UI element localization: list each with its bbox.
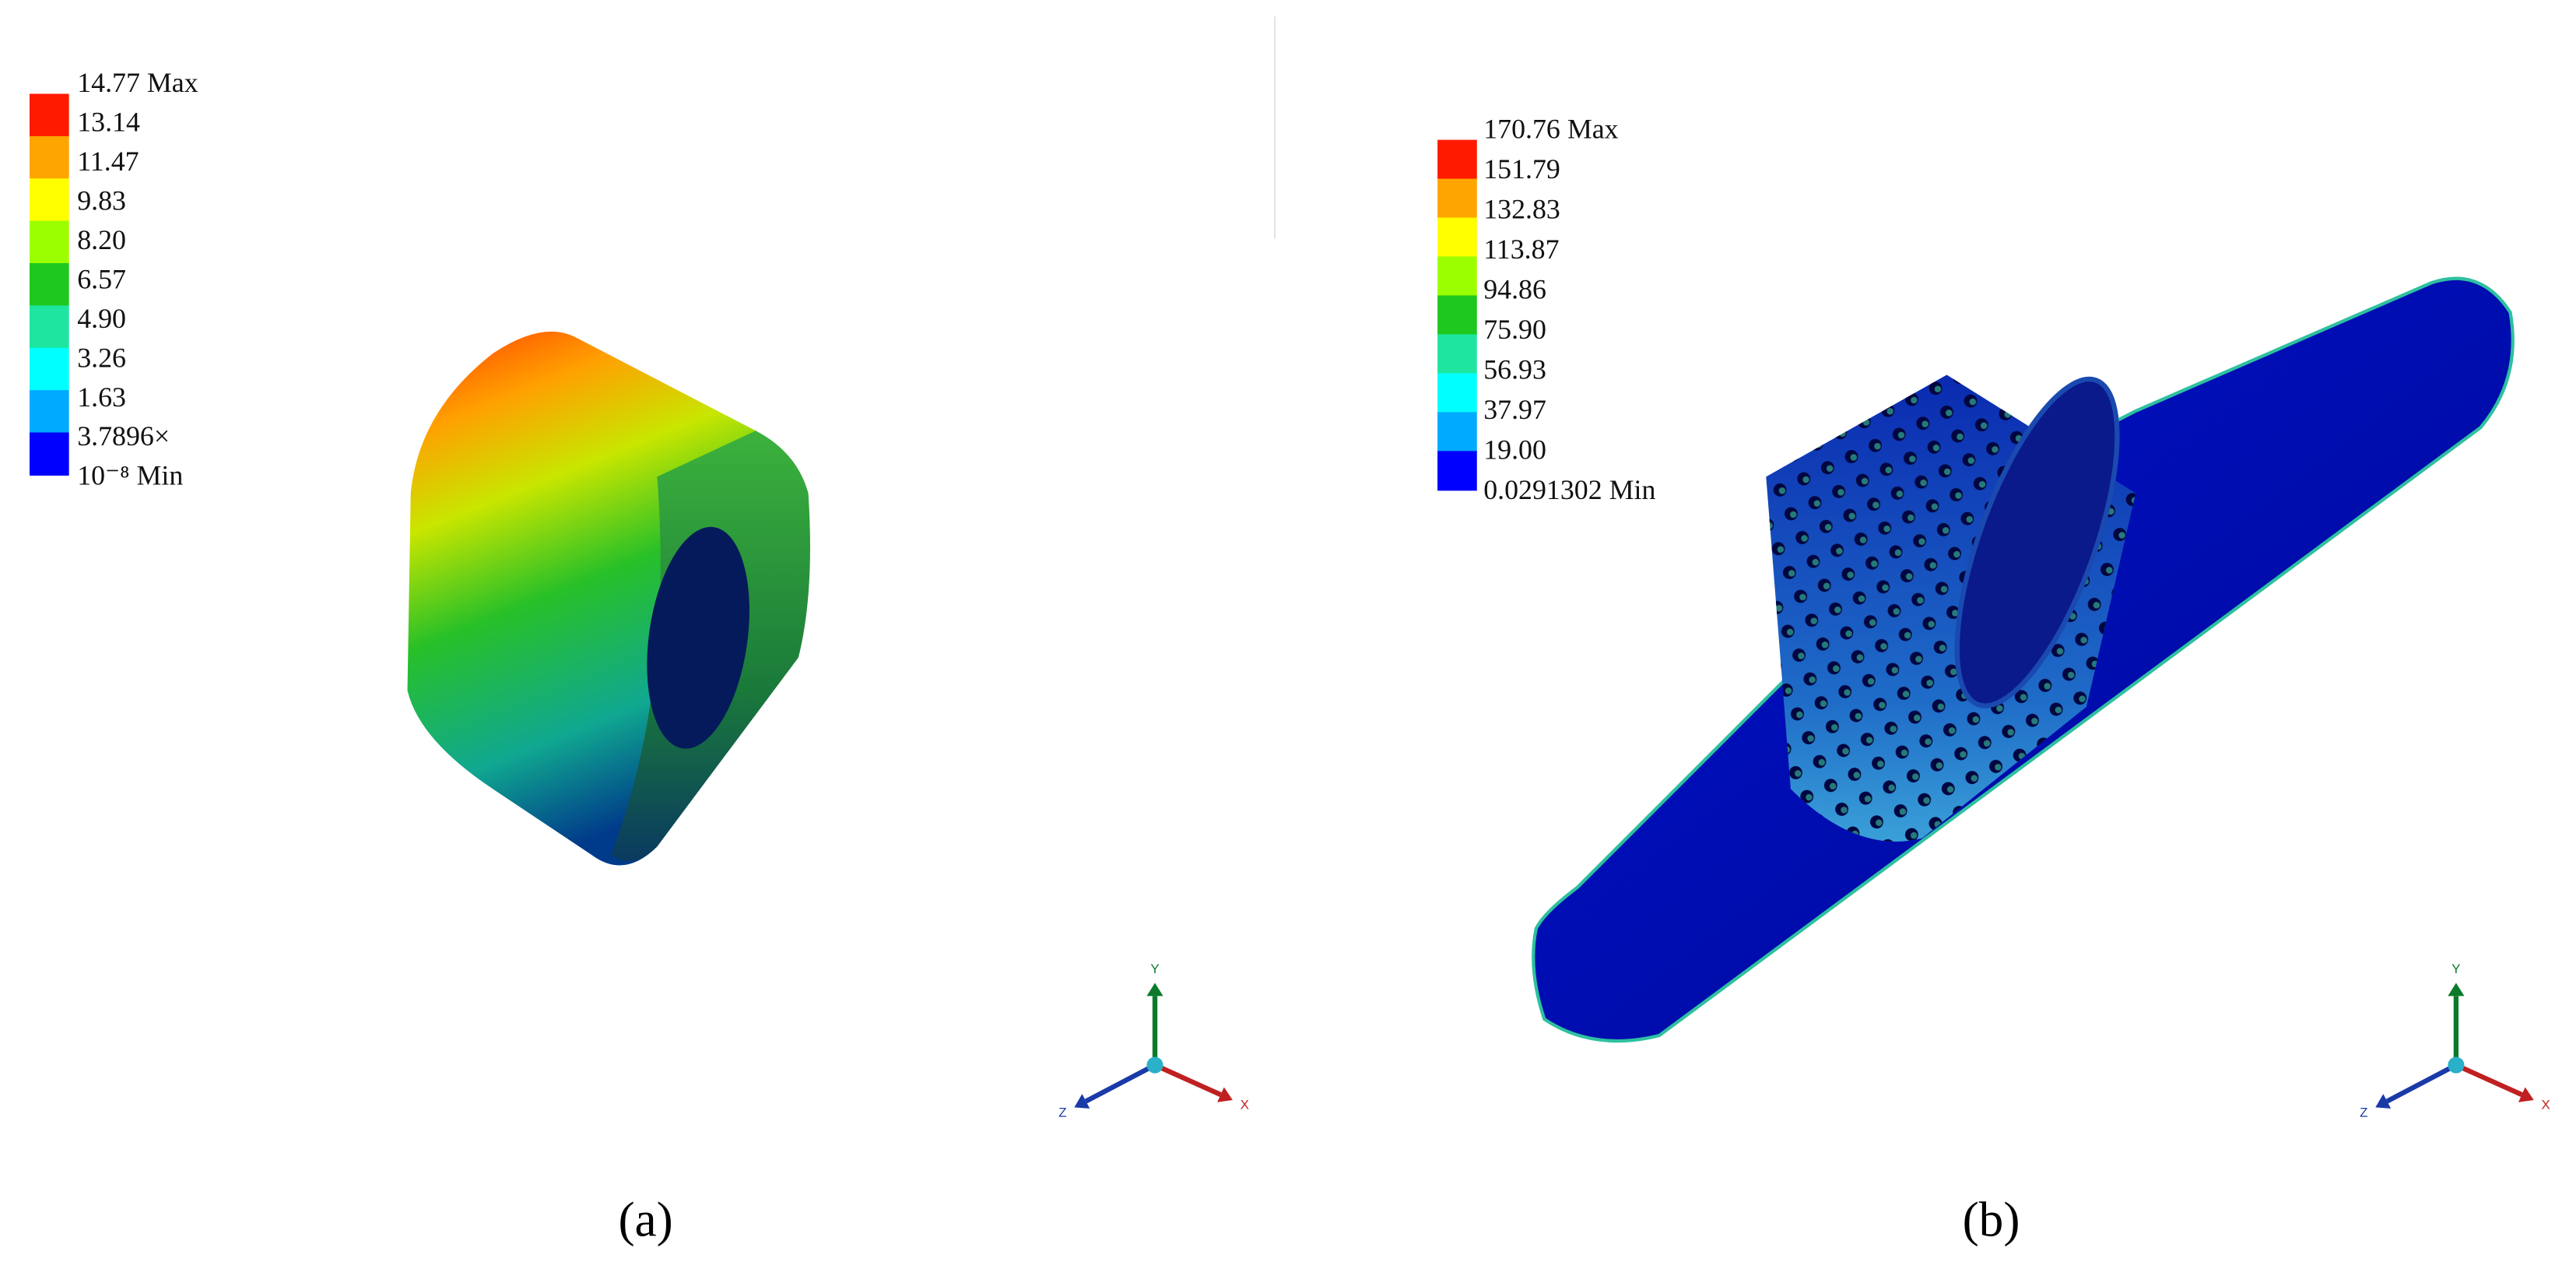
axis-label: Y (1150, 961, 1159, 976)
axis-origin (2448, 1056, 2465, 1074)
legend-swatch (29, 305, 69, 349)
axis-arrow (1153, 1063, 1222, 1097)
axis-arrow (1084, 1063, 1156, 1104)
legend-swatch (1437, 178, 1477, 219)
arrow-head (1217, 1087, 1233, 1102)
axis-arrow (2455, 1063, 2523, 1097)
legend-swatch (1437, 139, 1477, 180)
legend-label: 3.26 (77, 342, 126, 373)
legend-label: 13.14 (77, 107, 140, 138)
arrow-head (2375, 1094, 2392, 1109)
legend-label: 8.20 (77, 224, 126, 255)
legend-label: 6.57 (77, 263, 126, 294)
legend-swatch (29, 262, 69, 307)
legend-label: 94.86 (1483, 273, 1546, 304)
legend-swatch (29, 93, 69, 137)
arrow-head (2448, 983, 2465, 997)
legend-label: 19.00 (1483, 434, 1546, 465)
legend-swatch (1437, 412, 1477, 452)
legend-swatch (29, 135, 69, 180)
legend-swatch (29, 390, 69, 434)
legend-label: 56.93 (1483, 353, 1546, 385)
axis-label: Y (2451, 961, 2460, 976)
legend-label: 113.87 (1483, 234, 1559, 265)
legend-label: 0.0291302 Min (1483, 474, 1655, 505)
legend-label: 1.63 (77, 381, 126, 413)
legend-swatch (1437, 451, 1477, 491)
legend-swatch (1437, 256, 1477, 297)
legend-swatch (29, 220, 69, 265)
axis-label: X (1241, 1097, 1249, 1112)
legend-swatch (29, 178, 69, 222)
caption: (b) (1963, 1192, 2020, 1246)
legend-label: 75.90 (1483, 314, 1546, 345)
axis-triad-a: Y Z X (1058, 961, 1249, 1120)
axis-triad-b: Y Z X (2360, 961, 2550, 1120)
legend-label: 14.77 Max (77, 67, 198, 98)
model-a (407, 331, 811, 866)
arrow-head (2518, 1087, 2534, 1102)
legend-swatch (29, 347, 69, 392)
axis-label: X (2542, 1097, 2550, 1112)
legend-label: 4.90 (77, 303, 126, 334)
legend-label: 3.7896× (77, 420, 170, 452)
legend-swatch (1437, 217, 1477, 258)
legend-label: 151.79 (1483, 153, 1560, 185)
legend-label: 170.76 Max (1483, 113, 1618, 144)
arrow-head (1074, 1094, 1090, 1109)
legend-label: 132.83 (1483, 193, 1560, 224)
legend-label: 37.97 (1483, 394, 1546, 425)
axis-label: Z (1058, 1106, 1066, 1120)
legend-swatch (1437, 295, 1477, 336)
legend-label: 9.83 (77, 185, 126, 216)
legend-label: 11.47 (77, 146, 139, 177)
caption: (a) (618, 1192, 672, 1246)
model-b (1532, 276, 2515, 1043)
legend-swatch (29, 432, 69, 476)
axis-arrow (2385, 1063, 2458, 1104)
legend-swatch (1437, 334, 1477, 374)
axis-label: Z (2360, 1106, 2367, 1120)
legend-swatch (1437, 373, 1477, 413)
legend-label: 10⁻⁸ Min (77, 460, 183, 491)
axis-origin (1146, 1056, 1163, 1074)
arrow-head (1146, 983, 1163, 997)
